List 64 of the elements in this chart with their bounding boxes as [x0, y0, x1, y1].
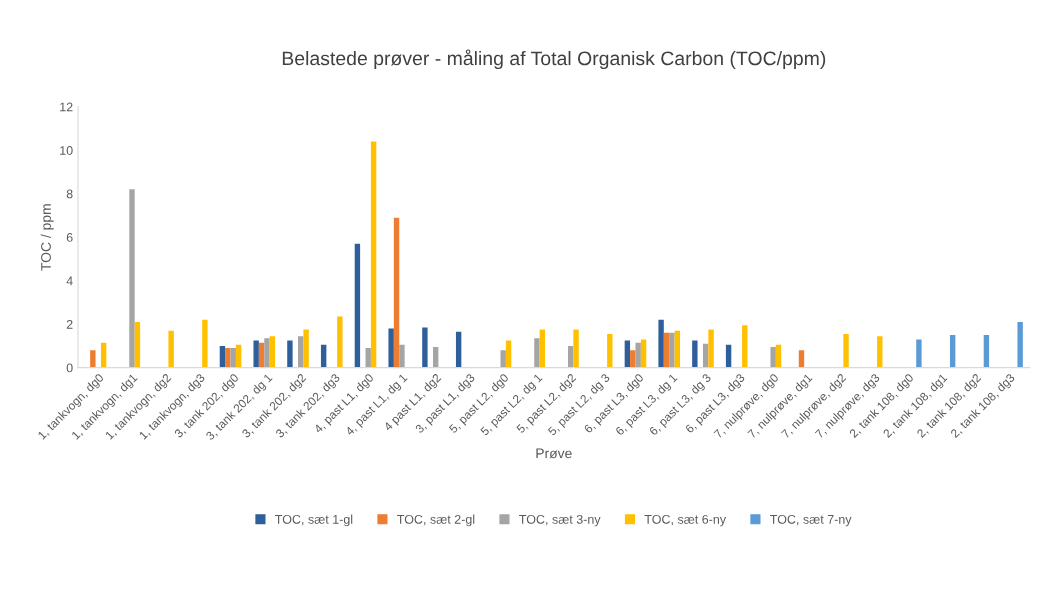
bar [674, 330, 681, 368]
bar [505, 340, 512, 368]
y-tick-label: 2 [66, 319, 73, 329]
bar [567, 345, 574, 368]
bar [298, 336, 304, 368]
bar [640, 339, 647, 368]
legend-label: TOC, sæt 7-ny [770, 514, 852, 527]
bar [949, 335, 956, 368]
chart-title: Belastede prøver - måling af Total Organisk Carbon (TOC/ppm) [282, 49, 826, 70]
legend-label: TOC, sæt 1-gl [275, 514, 353, 527]
y-axis-title: TOC / ppm [40, 204, 54, 271]
bar [134, 322, 141, 368]
bar [770, 347, 776, 368]
bar [422, 327, 428, 368]
bar [1017, 322, 1023, 368]
bar [798, 350, 805, 368]
bar [635, 342, 641, 368]
bar [168, 330, 174, 368]
bar [742, 325, 748, 368]
bar [708, 329, 714, 368]
bar [230, 348, 236, 368]
bar [500, 350, 506, 368]
bar [658, 319, 664, 368]
bar [692, 340, 698, 368]
bar [399, 344, 405, 368]
bar [287, 340, 293, 368]
y-tick-label: 12 [60, 102, 73, 112]
bar [573, 329, 579, 368]
bar [129, 189, 135, 368]
bar [607, 333, 613, 368]
bar [370, 141, 377, 368]
bar [534, 338, 540, 368]
legend-label: TOC, sæt 2-gl [397, 514, 475, 527]
bar [663, 332, 670, 368]
y-tick-label: 8 [66, 189, 73, 199]
bar [219, 345, 226, 368]
bar [393, 217, 400, 368]
bar [354, 243, 361, 368]
legend-label: TOC, sæt 3-ny [519, 514, 601, 527]
y-tick-label: 4 [66, 276, 73, 286]
bar [337, 316, 343, 368]
bar [90, 350, 96, 368]
legend-label: TOC, sæt 6-ny [644, 514, 727, 527]
bar [202, 319, 208, 368]
bar [225, 348, 231, 368]
bar [669, 332, 675, 368]
bar [916, 339, 922, 368]
bar [455, 331, 462, 368]
bar [264, 338, 270, 368]
bar [388, 328, 394, 368]
y-tick-label: 0 [66, 363, 73, 373]
bar [269, 336, 276, 368]
y-tick-label: 10 [60, 146, 73, 155]
bar [877, 336, 883, 368]
bar [365, 348, 371, 368]
bar [630, 350, 636, 368]
x-axis-title: Prøve [536, 448, 572, 459]
bar [303, 329, 309, 368]
bar [983, 335, 990, 368]
bar [539, 329, 546, 368]
bar [843, 333, 849, 368]
y-tick-label: 6 [66, 233, 73, 242]
bar [253, 340, 259, 368]
bar [624, 340, 631, 368]
